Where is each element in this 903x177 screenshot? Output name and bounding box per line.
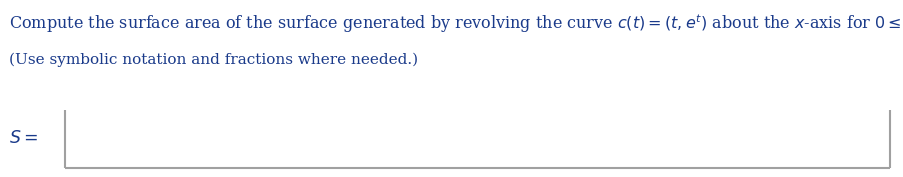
Text: (Use symbolic notation and fractions where needed.): (Use symbolic notation and fractions whe… xyxy=(9,53,418,67)
Text: Compute the surface area of the surface generated by revolving the curve $c(t) =: Compute the surface area of the surface … xyxy=(9,12,903,35)
Text: $S =$: $S =$ xyxy=(9,130,38,147)
